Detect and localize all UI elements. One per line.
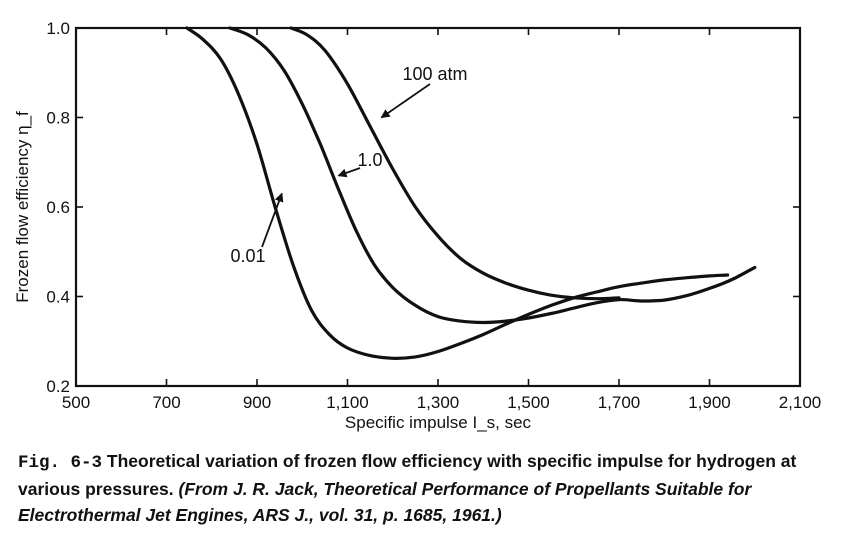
caption-text: Theoretical variation of frozen flow eff… — [18, 451, 797, 499]
curve-annotations: 0.01 1.0 100 atm — [230, 64, 467, 266]
figure-number: Fig. 6-3 — [18, 453, 103, 473]
x-tick-label: 900 — [243, 393, 271, 412]
x-tick-label: 2,100 — [779, 393, 822, 412]
x-tick-label: 1,700 — [598, 393, 641, 412]
y-tick-label: 0.2 — [46, 377, 70, 396]
annotation-arrow — [261, 192, 284, 248]
annotation-label: 1.0 — [357, 150, 382, 170]
annotation-arrow — [337, 167, 361, 178]
chart: 500 700 900 1,100 1,300 1,500 1,700 1,900 2,100 0… — [13, 19, 821, 432]
x-tick-label: 1,300 — [417, 393, 460, 412]
x-axis-title: Specific impulse I_s, sec — [345, 413, 532, 432]
y-tick-label: 1.0 — [46, 19, 70, 38]
x-tick-label: 1,500 — [507, 393, 550, 412]
x-tick-label: 700 — [152, 393, 180, 412]
tick-labels: 500 700 900 1,100 1,300 1,500 1,700 1,900 2,100 0… — [46, 19, 821, 412]
annotation-label: 0.01 — [230, 246, 265, 266]
y-tick-label: 0.8 — [46, 109, 70, 128]
tick-marks — [75, 27, 801, 387]
series-line-2 — [228, 26, 757, 325]
annotation-arrow — [380, 83, 431, 119]
y-tick-label: 0.6 — [46, 198, 70, 217]
y-tick-label: 0.4 — [46, 288, 70, 307]
curves — [185, 26, 757, 360]
annotation-label: 100 atm — [402, 64, 467, 84]
x-tick-label: 1,100 — [326, 393, 369, 412]
x-tick-label: 500 — [62, 393, 90, 412]
x-tick-label: 1,900 — [688, 393, 731, 412]
series-line-1 — [185, 26, 730, 360]
figure-caption: Fig. 6-3 Theoretical variation of frozen… — [18, 448, 838, 528]
y-axis-title: Frozen flow efficiency η_f — [13, 111, 32, 303]
caption-source: (From J. R. Jack, Theoretical Performanc… — [18, 479, 752, 525]
series-line-3 — [289, 26, 621, 301]
